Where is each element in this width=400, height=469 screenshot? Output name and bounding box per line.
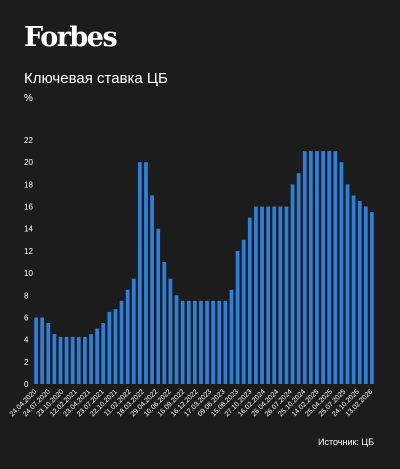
- y-unit-label: %: [24, 93, 33, 104]
- rate-bar: [83, 336, 87, 384]
- rate-bar: [254, 206, 258, 384]
- rate-bar: [223, 300, 228, 384]
- rate-bar: [58, 336, 63, 384]
- bar-series: [34, 151, 374, 384]
- rate-bar: [266, 206, 271, 384]
- rate-bar: [321, 151, 325, 384]
- y-tick-label: 0: [24, 380, 29, 389]
- rate-bar: [229, 289, 234, 384]
- y-tick-label: 2: [24, 358, 29, 367]
- rate-bar: [284, 206, 289, 384]
- rate-bar: [34, 317, 38, 384]
- y-tick-label: 18: [24, 180, 33, 189]
- rate-bar: [70, 336, 75, 384]
- chart-title: Ключевая ставка ЦБ: [24, 70, 168, 87]
- rate-bar: [308, 151, 313, 384]
- rate-bar: [327, 151, 332, 384]
- rate-bar: [339, 162, 344, 384]
- y-tick-label: 10: [24, 269, 33, 278]
- rate-bar: [162, 262, 167, 384]
- y-tick-label: 20: [24, 158, 33, 167]
- y-axis: 0 2 4 6 8 10 12 14 16 18 20 22: [24, 136, 33, 389]
- rate-bar: [76, 336, 81, 384]
- forbes-logo: Forbes: [24, 22, 118, 53]
- y-tick-label: 14: [24, 225, 33, 234]
- rate-bar: [315, 151, 319, 384]
- rate-bar: [235, 250, 240, 384]
- rate-bar: [272, 206, 277, 384]
- rate-bar: [290, 184, 295, 384]
- rate-bar: [241, 239, 246, 384]
- rate-bar: [46, 323, 51, 384]
- rate-bar: [180, 300, 185, 384]
- rate-bar: [52, 334, 57, 384]
- rate-bar: [247, 217, 252, 384]
- rate-bar: [217, 300, 222, 384]
- rate-bar: [174, 295, 179, 384]
- rate-bar: [168, 278, 173, 384]
- y-tick-label: 4: [24, 336, 29, 345]
- rate-bar: [150, 195, 154, 384]
- rate-bar: [107, 311, 112, 384]
- y-tick-label: 16: [24, 203, 33, 212]
- rate-bar: [64, 336, 69, 384]
- rate-bar: [363, 206, 368, 384]
- rate-bar: [278, 206, 283, 384]
- rate-bar: [144, 162, 148, 384]
- rate-bar: [113, 309, 118, 384]
- y-tick-label: 6: [24, 313, 29, 322]
- rate-bar: [205, 300, 209, 384]
- x-axis: 24.04.202024.07.202023.10.202012.02.2021…: [9, 388, 375, 418]
- rate-bar: [131, 278, 136, 384]
- rate-bar: [302, 151, 307, 384]
- rate-bar: [119, 300, 124, 384]
- rate-bar: [370, 212, 374, 384]
- source-note: Источник: ЦБ: [318, 437, 374, 447]
- rate-bar: [186, 300, 191, 384]
- rate-bar: [333, 151, 338, 384]
- rate-bar: [137, 162, 142, 384]
- rate-bar: [351, 195, 356, 384]
- rate-bar: [260, 206, 264, 384]
- y-tick-label: 22: [24, 136, 33, 145]
- rate-bar: [40, 317, 45, 384]
- rate-bar: [357, 201, 362, 384]
- rate-bar: [192, 300, 197, 384]
- y-tick-label: 12: [24, 247, 33, 256]
- rate-bar: [101, 323, 106, 384]
- rate-bar: [89, 334, 93, 384]
- rate-bar: [156, 228, 161, 384]
- rate-bar: [199, 300, 203, 384]
- rate-bar: [296, 173, 301, 384]
- rate-bar: [211, 300, 216, 384]
- y-tick-label: 8: [24, 291, 29, 300]
- rate-bar: [345, 184, 350, 384]
- rate-bar: [95, 328, 100, 384]
- rate-bar: [125, 289, 130, 384]
